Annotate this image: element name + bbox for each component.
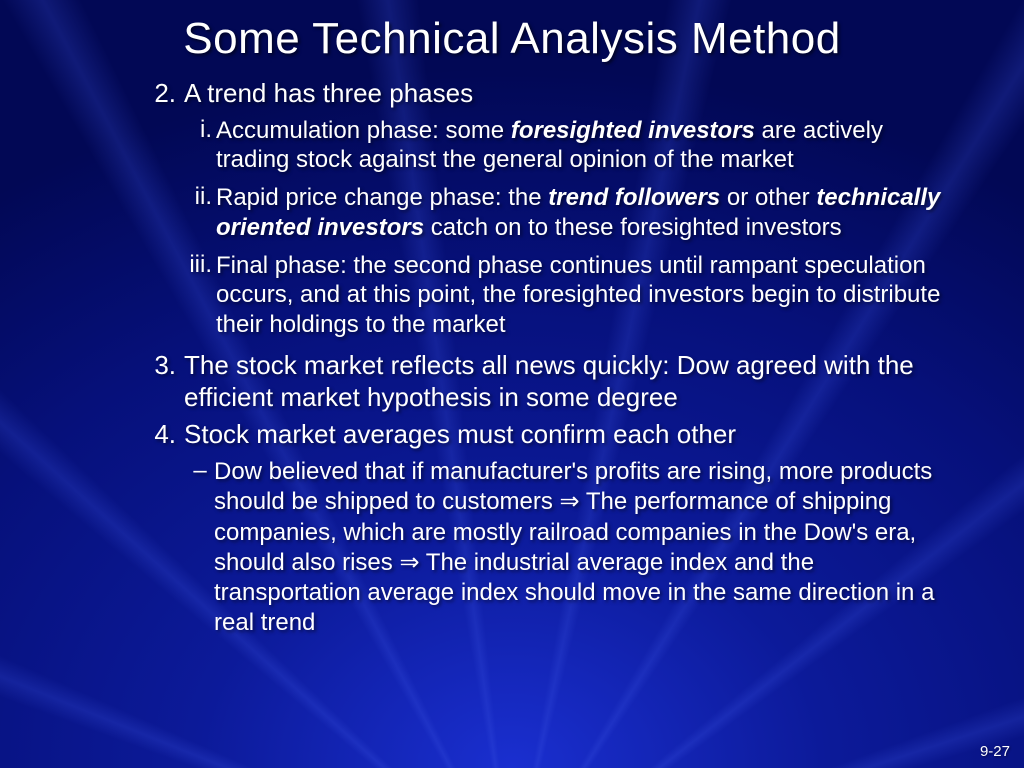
item-text: A trend has three phases <box>184 78 473 110</box>
sub-item: i. Accumulation phase: some foresighted … <box>186 116 954 176</box>
item-text: The stock market reflects all news quick… <box>184 350 954 413</box>
roman-numeral: i. <box>186 116 216 176</box>
sub-text: Final phase: the second phase continues … <box>216 251 954 340</box>
slide: Some Technical Analysis Method 2. A tren… <box>0 0 1024 768</box>
item-number: 3. <box>150 350 184 413</box>
item-number: 2. <box>150 78 184 110</box>
dash-item: – Dow believed that if manufacturer's pr… <box>186 457 954 638</box>
list-item: 3. The stock market reflects all news qu… <box>150 350 954 413</box>
slide-content: 2. A trend has three phases i. Accumulat… <box>60 78 964 639</box>
list-item: 4. Stock market averages must confirm ea… <box>150 419 954 451</box>
slide-title: Some Technical Analysis Method <box>60 14 964 64</box>
list-item: 2. A trend has three phases <box>150 78 954 110</box>
page-number: 9-27 <box>980 743 1010 760</box>
sub-item: ii. Rapid price change phase: the trend … <box>186 183 954 243</box>
dash-text: Dow believed that if manufacturer's prof… <box>214 457 954 638</box>
dash-list: – Dow believed that if manufacturer's pr… <box>186 457 954 638</box>
sub-text: Rapid price change phase: the trend foll… <box>216 183 954 243</box>
sub-item: iii. Final phase: the second phase conti… <box>186 251 954 340</box>
implies-arrow: ⇒ <box>399 549 419 576</box>
roman-numeral: ii. <box>186 183 216 243</box>
dash-bullet: – <box>186 457 214 638</box>
sub-list: i. Accumulation phase: some foresighted … <box>186 116 954 340</box>
implies-arrow: ⇒ <box>560 488 580 515</box>
emphasis: foresighted investors <box>511 117 755 144</box>
roman-numeral: iii. <box>186 251 216 340</box>
item-text: Stock market averages must confirm each … <box>184 419 736 451</box>
emphasis: trend followers <box>548 184 720 211</box>
sub-text: Accumulation phase: some foresighted inv… <box>216 116 954 176</box>
item-number: 4. <box>150 419 184 451</box>
